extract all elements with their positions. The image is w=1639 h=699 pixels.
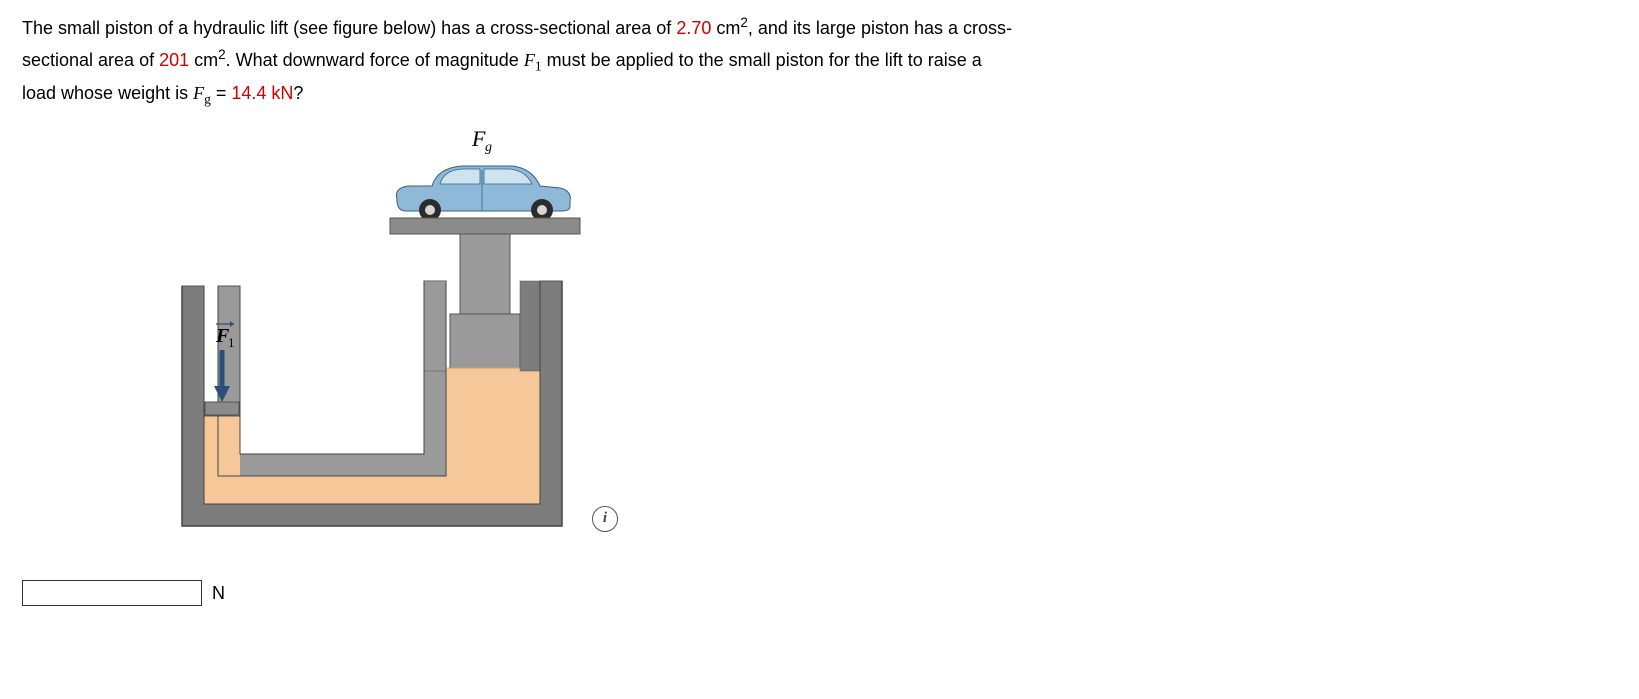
car-icon xyxy=(396,166,570,221)
intro-e: must be applied to the small piston for … xyxy=(542,50,982,70)
large-piston-shaft xyxy=(460,234,510,316)
figure: F g xyxy=(22,126,642,556)
info-icon[interactable]: i xyxy=(592,506,618,532)
large-platform xyxy=(390,218,580,234)
fg-sym: F xyxy=(193,83,204,103)
intro-d: . What downward force of magnitude xyxy=(226,50,524,70)
f1-sym: F xyxy=(524,50,535,70)
intro-a: The small piston of a hydraulic lift (se… xyxy=(22,18,676,38)
answer-input[interactable] xyxy=(22,580,202,606)
unit-cm2-b: cm xyxy=(189,50,218,70)
area-small: 2.70 xyxy=(676,18,711,38)
qmark: ? xyxy=(293,83,303,103)
small-piston-top xyxy=(205,402,239,415)
fg-label-sub: g xyxy=(485,140,492,155)
sq-1: 2 xyxy=(740,15,748,30)
hydraulic-lift-diagram: F g xyxy=(162,126,602,546)
eq: = xyxy=(211,83,232,103)
info-icon-label: i xyxy=(603,506,607,532)
fluid-main xyxy=(204,368,540,504)
right-outer-upper xyxy=(520,281,540,371)
fg-label-text: F xyxy=(471,126,486,151)
sq-2: 2 xyxy=(218,47,226,62)
large-piston-head xyxy=(450,314,520,368)
intro-c: sectional area of xyxy=(22,50,159,70)
fg-sub: g xyxy=(204,92,211,107)
unit-cm2-a: cm xyxy=(711,18,740,38)
area-large: 201 xyxy=(159,50,189,70)
weight: 14.4 kN xyxy=(231,83,293,103)
inner-tank xyxy=(218,281,446,476)
answer-row: N xyxy=(22,578,1617,609)
problem-text: The small piston of a hydraulic lift (se… xyxy=(22,12,1617,112)
f1-sub: 1 xyxy=(535,58,542,73)
intro-b: , and its large piston has a cross- xyxy=(748,18,1012,38)
intro-f: load whose weight is xyxy=(22,83,193,103)
svg-text:1: 1 xyxy=(228,335,235,350)
right-inner-upper xyxy=(424,281,446,371)
answer-unit: N xyxy=(212,578,225,609)
